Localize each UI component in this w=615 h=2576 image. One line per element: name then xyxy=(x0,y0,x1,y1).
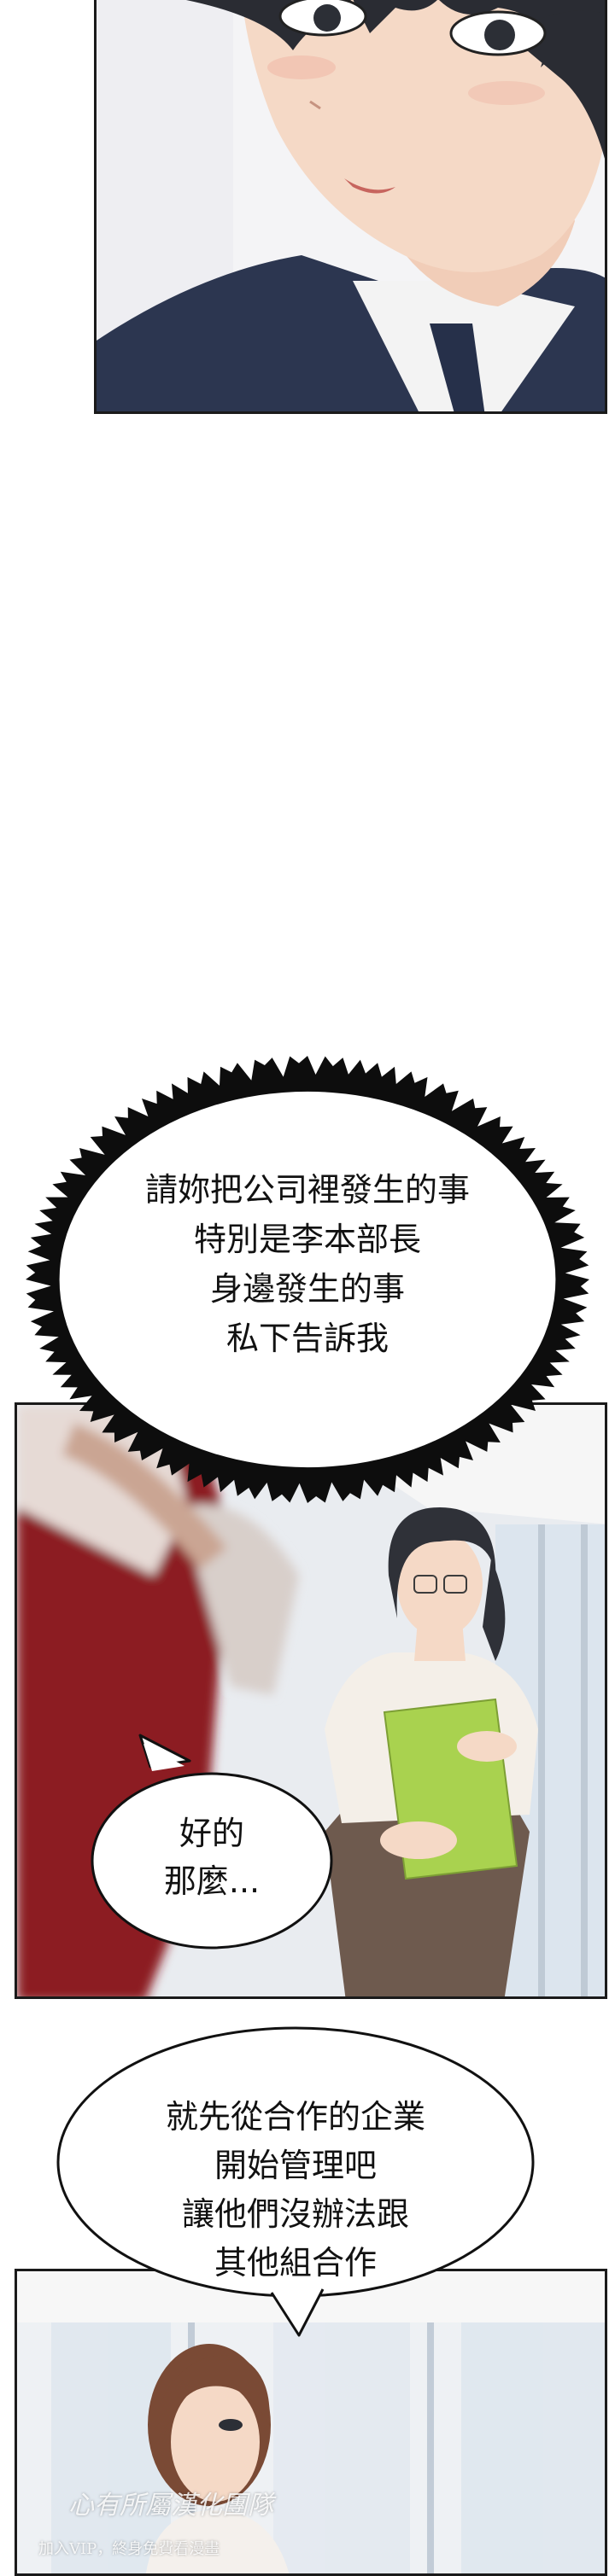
bubble-line: 開始管理吧 xyxy=(214,2147,377,2184)
bubble-line: 請妳把公司裡發生的事 xyxy=(144,1171,470,1209)
bubble-line: 那麼... xyxy=(163,1862,261,1900)
speech-bubble-instruction xyxy=(56,2026,535,2337)
bubble-line: 就先從合作的企業 xyxy=(165,2098,425,2136)
bubble-line: 其他組合作 xyxy=(214,2244,377,2282)
bubble-line: 好的 xyxy=(179,1815,244,1852)
panel-man-closeup xyxy=(94,0,607,414)
instruction-bubble-text: 就先從合作的企業 開始管理吧 讓他們沒辦法跟 其他組合作 xyxy=(82,2093,509,2288)
thought-bubble-fill xyxy=(59,1091,556,1468)
thought-bubble-text: 請妳把公司裡發生的事 特別是李本部長 身邊發生的事 私下告訴我 xyxy=(51,1165,564,1363)
bubble-line: 身邊發生的事 xyxy=(209,1270,405,1308)
man-illustration xyxy=(97,0,605,411)
reply-bubble-text: 好的 那麼... xyxy=(101,1810,323,1905)
speech-bubble-reply xyxy=(91,1734,333,1949)
bubble-line: 讓他們沒辦法跟 xyxy=(181,2195,409,2233)
bubble-line: 特別是李本部長 xyxy=(193,1221,421,1258)
brown-hair-woman-illustration xyxy=(17,2271,605,2573)
watermark-promo: 加入VIP，終身免費看漫畫 xyxy=(38,2540,220,2558)
watermark-group-name: 心有所屬漢化團隊 xyxy=(68,2491,273,2521)
bubble-line: 私下告訴我 xyxy=(226,1320,389,1357)
thought-bubble-dark xyxy=(26,1056,589,1503)
